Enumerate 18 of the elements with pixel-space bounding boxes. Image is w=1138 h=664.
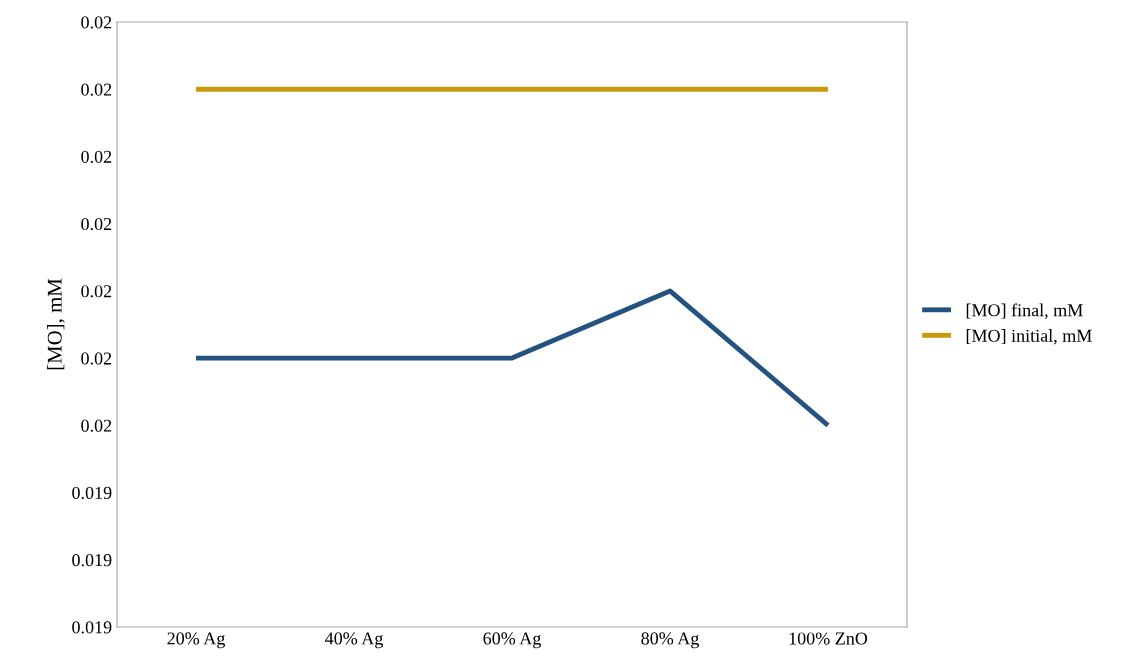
y-tick-label: 0.02 bbox=[81, 150, 112, 163]
legend-label: [MO] initial, mM bbox=[966, 329, 1092, 345]
y-tick-label: 0.02 bbox=[81, 16, 112, 29]
y-tick-label: 0.02 bbox=[81, 352, 112, 365]
y-tick-label: 0.019 bbox=[72, 554, 112, 567]
x-tick-label: 60% Ag bbox=[483, 632, 541, 649]
x-tick-label: 80% Ag bbox=[641, 632, 699, 649]
y-axis-title: [MO], mM bbox=[47, 278, 65, 370]
x-tick-label: 100% ZnO bbox=[789, 632, 868, 645]
x-tick-label: 40% Ag bbox=[325, 632, 383, 649]
y-tick-label: 0.02 bbox=[81, 217, 112, 231]
y-tick-label: 0.02 bbox=[81, 419, 112, 432]
legend-label: [MO] final, mM bbox=[966, 303, 1083, 319]
y-tick-label: 0.02 bbox=[81, 285, 112, 298]
x-tick-label: 20% Ag bbox=[167, 632, 225, 649]
y-tick-label: 0.019 bbox=[72, 621, 112, 634]
y-tick-label: 0.02 bbox=[81, 83, 112, 96]
y-tick-label: 0.019 bbox=[72, 486, 112, 500]
